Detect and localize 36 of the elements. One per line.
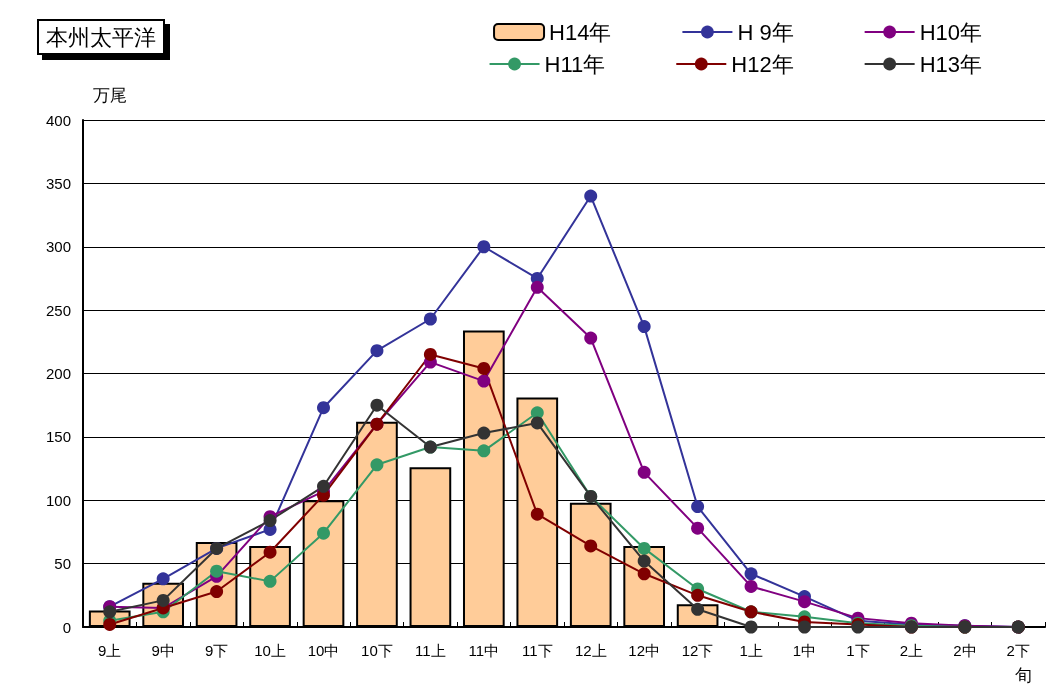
x-tick-label: 12中 — [628, 642, 661, 659]
x-tick-label: 12下 — [681, 642, 714, 659]
x-tick-label: 12上 — [574, 642, 607, 659]
y-tick-label: 350 — [45, 174, 71, 192]
legend-label: H13年 — [919, 51, 982, 77]
x-tick-label: 10下 — [361, 642, 393, 659]
y-tick-label: 300 — [45, 238, 71, 256]
x-tick-label: 10上 — [254, 642, 286, 659]
y-tick-label: 250 — [45, 301, 71, 319]
legend-label: H10年 — [919, 19, 982, 45]
x-tick-label: 2下 — [1006, 642, 1030, 659]
legend-label: H11年 — [544, 51, 606, 77]
x-tick-label: 1上 — [739, 642, 763, 659]
y-tick-label: 50 — [54, 555, 71, 573]
x-tick-label: 10中 — [307, 642, 340, 659]
x-tick-label: 2上 — [899, 642, 924, 659]
legend-label: H12年 — [731, 51, 794, 77]
y-tick-label: 150 — [45, 428, 71, 446]
x-tick-label: 11上 — [415, 642, 446, 659]
y-tick-label: 200 — [45, 365, 71, 382]
x-tick-label: 9上 — [98, 642, 122, 659]
x-tick-label: 9中 — [151, 642, 175, 659]
x-axis-title: 旬 — [1015, 666, 1032, 685]
chart-title: 本州太平洋 — [46, 24, 156, 50]
y-tick-label: 100 — [45, 491, 71, 509]
y-axis-title: 万尾 — [93, 86, 127, 105]
legend-label: H14年 — [549, 19, 612, 45]
x-tick-label: 2中 — [953, 642, 977, 659]
x-tick-label: 1下 — [846, 642, 870, 659]
x-tick-label: 11中 — [468, 642, 500, 659]
y-tick-label: 0 — [62, 618, 71, 636]
legend-label: H 9年 — [737, 19, 794, 45]
y-tick-label: 400 — [45, 111, 71, 129]
x-tick-label: 9下 — [204, 642, 229, 659]
x-tick-label: 1中 — [792, 642, 817, 659]
x-tick-label: 11下 — [521, 642, 553, 659]
